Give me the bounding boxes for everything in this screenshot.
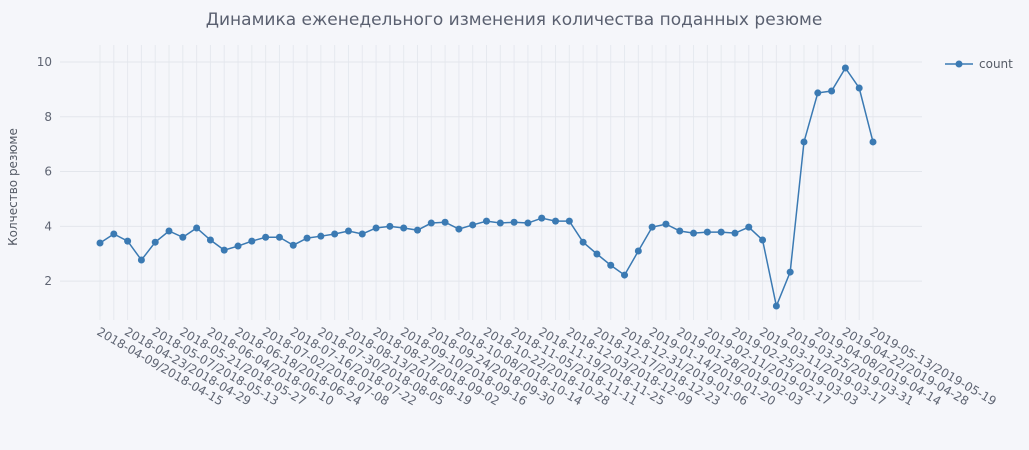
y-tick-label: 2 [44,274,52,288]
point [828,87,836,95]
point [151,238,159,246]
point [193,224,201,232]
point [455,225,463,233]
point [303,234,311,242]
point [593,250,601,258]
point [317,232,325,240]
point [759,236,767,244]
point [621,271,629,279]
point [496,219,504,227]
point [331,230,339,238]
y-tick-label: 8 [44,110,52,124]
point [469,221,477,229]
point [676,227,684,235]
point [869,138,877,146]
point [855,84,863,92]
point [220,246,228,254]
point [179,233,187,241]
point [731,229,739,237]
point [358,230,366,238]
point [413,226,421,234]
legend-label: count [979,57,1013,71]
point [565,217,573,225]
point [745,223,753,231]
point [634,247,642,255]
point [510,218,518,226]
point [206,236,214,244]
point [248,237,256,245]
legend-marker [955,60,963,68]
y-axis-label: Колчество резюме [6,128,20,246]
point [400,224,408,232]
point [441,218,449,226]
point [427,219,435,227]
point [841,64,849,72]
point [386,222,394,230]
y-tick-label: 4 [44,219,52,233]
y-tick-label: 6 [44,165,52,179]
point [814,89,822,97]
point [772,302,780,310]
chart-title: Динамика еженедельного изменения количес… [206,10,823,30]
point [800,138,808,146]
point [483,217,490,225]
point [538,214,546,222]
point [137,256,145,264]
point [262,233,270,241]
point [717,228,725,236]
y-tick-label: 10 [37,55,52,69]
point [703,228,711,236]
point [524,219,532,227]
point [690,229,698,237]
point [96,239,104,247]
point [289,241,297,249]
point [579,238,587,246]
point [552,217,560,225]
point [124,237,132,245]
point [786,268,794,276]
point [165,227,173,235]
point [234,242,242,250]
point [607,261,615,269]
point [275,233,283,241]
point [110,230,118,238]
point [372,224,380,232]
point [662,220,670,228]
point [648,223,656,231]
point [344,227,352,235]
